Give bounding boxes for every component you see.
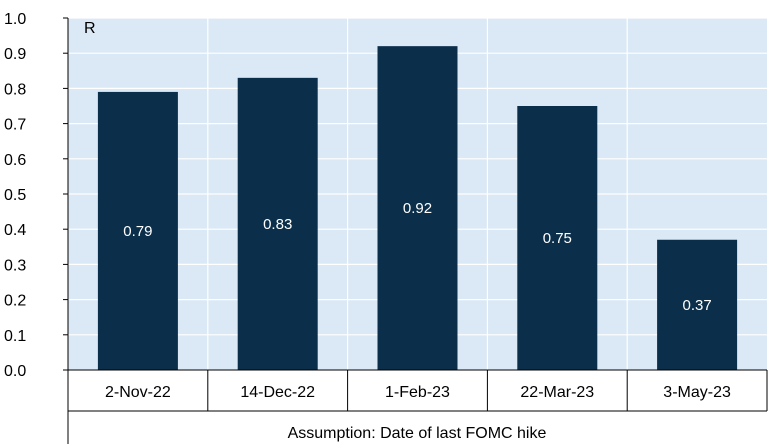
y-tick-label: 0.6 [4,152,26,169]
x-tick-label: 22-Mar-23 [520,384,594,401]
axes: 0.0 0.1 0.2 0.3 0.4 0.5 0.6 0.7 0.8 0.9 1.0 2-Nov-2… [4,11,768,444]
data-label: 0.75 [543,230,572,247]
x-tick-label: 3-May-23 [663,384,731,401]
y-tick-label: 0.4 [4,222,26,239]
bar [377,46,458,370]
x-tick-label: 1-Feb-23 [385,384,450,401]
data-label: 0.79 [123,223,152,240]
x-axis-title: Assumption: Date of last FOMC hike [288,425,547,442]
data-label: 0.83 [263,216,292,233]
bar [517,106,598,370]
y-tick-label: 0.5 [4,187,26,204]
data-label: 0.37 [682,297,711,314]
y-tick-label: 0.0 [4,363,26,380]
y-tick-label: 0.7 [4,117,26,134]
bar [657,239,738,370]
y-tick-label: 0.2 [4,293,26,310]
bars [97,46,738,371]
y-tick-label: 0.1 [4,328,26,345]
x-tick-label: 14-Dec-22 [240,384,315,401]
bar [237,77,318,370]
data-label: 0.92 [403,200,432,217]
y-tick-label: 0.9 [4,46,26,63]
bar [97,91,178,371]
y-tick-label: 0.3 [4,257,26,274]
y-tick-label: 0.8 [4,81,26,98]
unit-label: R [84,20,96,37]
y-tick-label: 1.0 [4,11,26,28]
x-tick-label: 2-Nov-22 [105,384,171,401]
data-labels: 0.79 0.83 0.92 0.75 0.37 [123,200,711,314]
